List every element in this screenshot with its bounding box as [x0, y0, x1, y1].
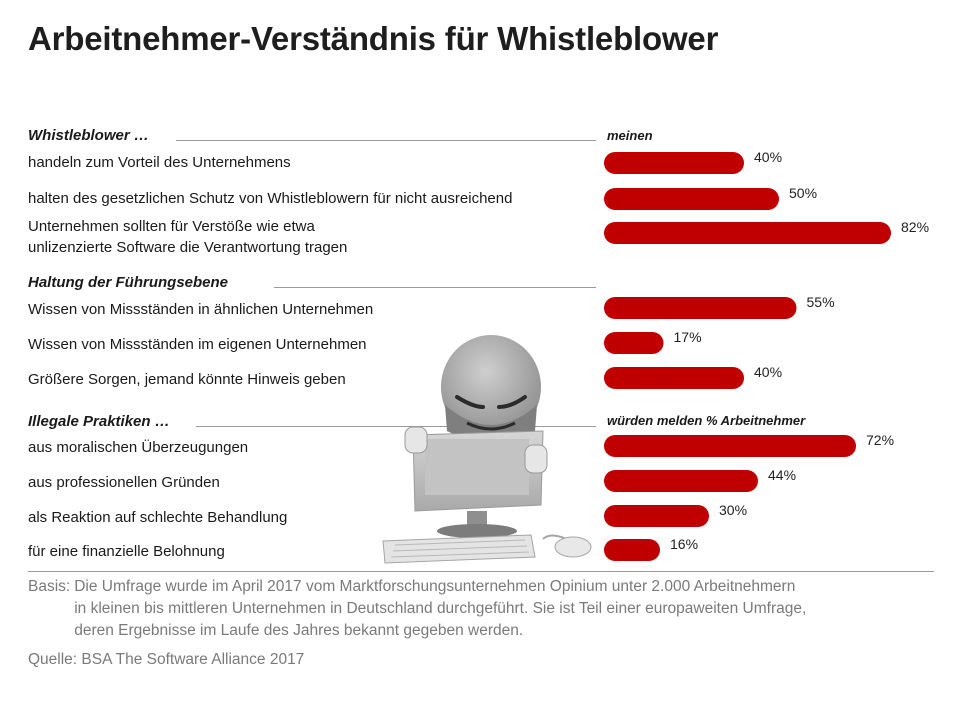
value-label-8: 30% [719, 502, 747, 518]
footnote-divider [28, 571, 934, 572]
bar-1 [604, 188, 779, 210]
value-label-3: 55% [807, 294, 835, 310]
bar-3 [604, 297, 797, 319]
value-label-5: 40% [754, 364, 782, 380]
row-label-moralisch: aus moralischen Überzeugungen [28, 439, 249, 456]
bar-9 [604, 539, 660, 561]
value-label-2: 82% [901, 219, 929, 235]
section-label-illegale-praktiken: Illegale Praktiken … [28, 413, 170, 430]
bar-2 [604, 222, 891, 244]
footnote-source: Quelle: BSA The Software Alliance 2017 [28, 651, 305, 668]
column-header-meinen: meinen [607, 128, 653, 143]
value-label-1: 50% [789, 185, 817, 201]
bar-6 [604, 435, 856, 457]
row-label-schlechte-behandlung: als Reaktion auf schlechte Behandlung [28, 509, 288, 526]
value-label-4: 17% [674, 329, 702, 345]
bar-chart: 40% 50% 82% 55% 17% 40% 72% 44% 30% 16% [604, 149, 929, 561]
section-divider-fuehrungsebene [274, 287, 596, 288]
row-label-professionell: aus professionellen Gründen [28, 474, 220, 491]
footnote-basis: Basis: Die Umfrage wurde im April 2017 v… [28, 578, 807, 639]
row-label-sorgen: Größere Sorgen, jemand könnte Hinweis ge… [28, 371, 346, 388]
bar-4 [604, 332, 664, 354]
section-label-fuehrungsebene: Haltung der Führungsebene [28, 274, 229, 291]
bar-5 [604, 367, 744, 389]
column-header-wuerden-melden: würden melden % Arbeitnehmer [607, 413, 806, 428]
bar-0 [604, 152, 744, 174]
page-title: Arbeitnehmer-Verständnis für Whistleblow… [28, 20, 719, 57]
row-label-schutz: halten des gesetzlichen Schutz von Whist… [28, 190, 513, 207]
section-label-whistleblower: Whistleblower … [28, 127, 149, 144]
value-label-0: 40% [754, 149, 782, 165]
hooded-hacker-with-monitor-icon [382, 335, 592, 564]
bar-7 [604, 470, 758, 492]
value-label-7: 44% [768, 467, 796, 483]
bar-8 [604, 505, 709, 527]
section-divider-illegale-praktiken [196, 426, 596, 427]
row-label-aehnliche-unternehmen: Wissen von Missständen in ähnlichen Unte… [28, 301, 374, 318]
row-label-finanzielle-belohnung: für eine finanzielle Belohnung [28, 543, 225, 560]
row-label-verantwortung: Unternehmen sollten für Verstöße wie etw… [28, 218, 348, 256]
row-label-eigenes-unternehmen: Wissen von Missständen im eigenen Untern… [28, 336, 367, 353]
value-label-6: 72% [866, 432, 894, 448]
section-divider-whistleblower [176, 140, 596, 141]
row-label-vorteil: handeln zum Vorteil des Unternehmens [28, 154, 291, 171]
value-label-9: 16% [670, 536, 698, 552]
